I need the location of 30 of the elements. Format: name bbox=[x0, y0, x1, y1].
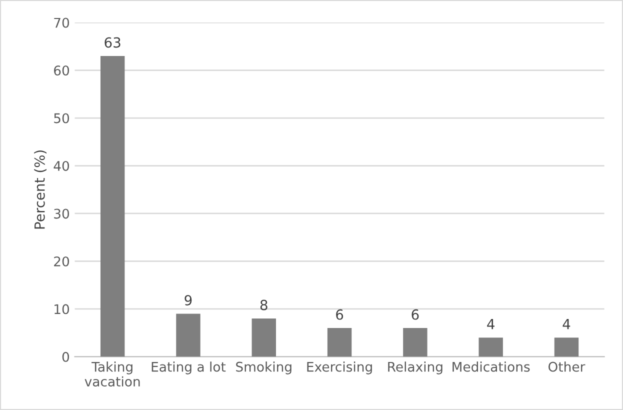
x-tick-label: Exercising bbox=[307, 362, 372, 374]
x-tick-label: Eating a lot bbox=[152, 362, 226, 374]
y-tick-label: 30 bbox=[54, 208, 70, 219]
data-label: 6 bbox=[412, 309, 419, 320]
x-tick-label: Relaxing bbox=[388, 362, 442, 374]
bar bbox=[100, 56, 125, 357]
data-label: 6 bbox=[336, 309, 344, 320]
data-label: 9 bbox=[184, 294, 192, 306]
data-label: 63 bbox=[104, 37, 120, 48]
y-tick-label: 20 bbox=[54, 256, 70, 266]
y-tick-label: 50 bbox=[54, 113, 70, 124]
x-tick-label: Other bbox=[548, 362, 586, 372]
bar bbox=[403, 328, 428, 357]
y-tick-label: 40 bbox=[54, 160, 70, 171]
data-label: 8 bbox=[260, 300, 268, 310]
y-tick-label: 10 bbox=[54, 304, 70, 314]
bar bbox=[176, 314, 200, 357]
bar bbox=[478, 338, 503, 357]
x-tick-label: Taking vacation bbox=[84, 362, 140, 387]
bar bbox=[252, 318, 276, 357]
data-label: 4 bbox=[562, 319, 570, 330]
y-tick-label: 60 bbox=[54, 66, 70, 76]
y-tick-label: 70 bbox=[54, 18, 70, 28]
y-axis-title: Percent (%) bbox=[34, 150, 46, 229]
x-tick-label: Smoking bbox=[236, 362, 292, 374]
y-tick-label: 0 bbox=[62, 352, 70, 362]
bar bbox=[554, 338, 579, 357]
x-tick-label: Medications bbox=[452, 362, 530, 372]
bar bbox=[327, 328, 352, 357]
data-label: 4 bbox=[487, 319, 494, 330]
